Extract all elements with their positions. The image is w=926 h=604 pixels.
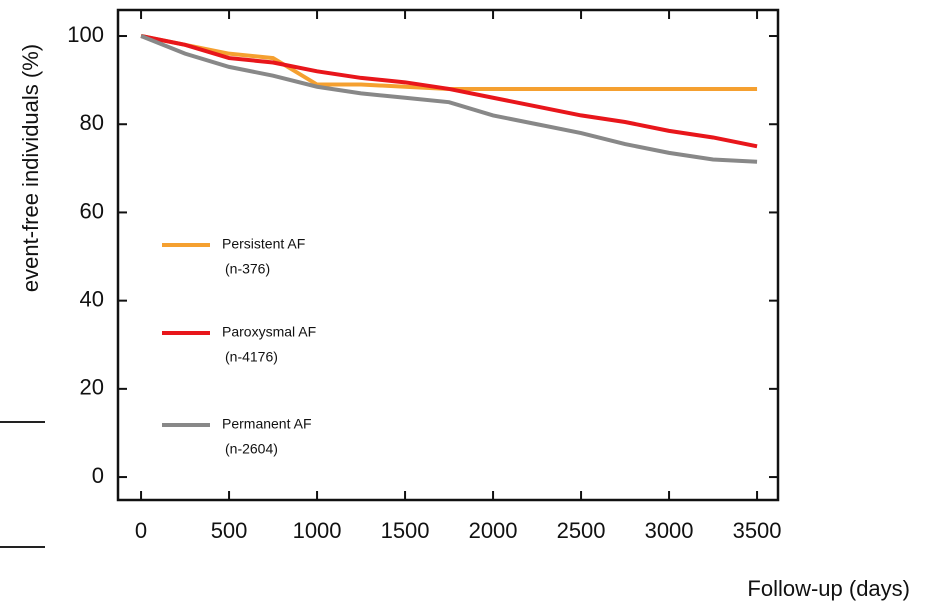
y-tick-label: 20 [80, 375, 104, 400]
x-axis-label: Follow-up (days) [747, 576, 910, 601]
legend-label: Permanent AF [222, 416, 312, 432]
y-tick-label: 0 [92, 463, 104, 488]
x-tick-label: 1500 [381, 518, 430, 543]
x-tick-label: 1000 [293, 518, 342, 543]
y-tick-label: 100 [67, 22, 104, 47]
legend-label: Persistent AF [222, 236, 305, 252]
y-axis-label: event-free individuals (%) [18, 44, 43, 292]
series-line [140, 34, 758, 91]
x-tick-label: 2500 [557, 518, 606, 543]
legend-count: (n-4176) [225, 349, 278, 365]
series-line [140, 34, 758, 149]
x-tick-label: 3500 [733, 518, 782, 543]
legend-label: Paroxysmal AF [222, 324, 316, 340]
plot-frame [116, 8, 780, 502]
x-tick-label: 0 [135, 518, 147, 543]
x-tick-label: 500 [211, 518, 248, 543]
x-tick-label: 3000 [645, 518, 694, 543]
y-tick-label: 80 [80, 110, 104, 135]
y-tick-label: 60 [80, 198, 104, 223]
legend-count: (n-376) [225, 261, 270, 277]
legend-count: (n-2604) [225, 441, 278, 457]
series-line [140, 34, 758, 164]
x-tick-label: 2000 [469, 518, 518, 543]
y-tick-label: 40 [80, 286, 104, 311]
